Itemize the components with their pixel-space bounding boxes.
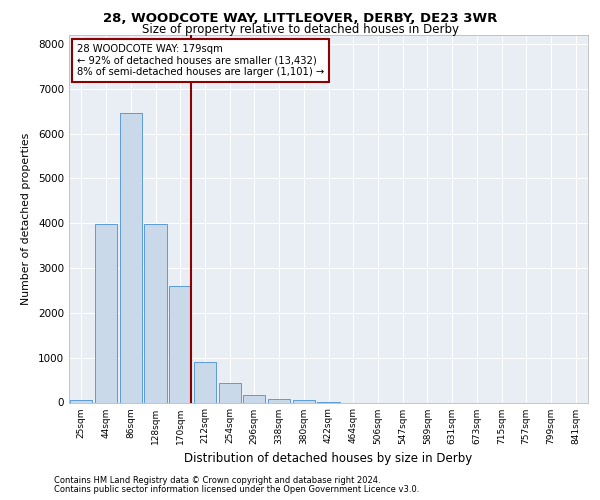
Bar (268, 399, 290, 402)
X-axis label: Distribution of detached houses by size in Derby: Distribution of detached houses by size … (184, 452, 473, 465)
Y-axis label: Number of detached properties: Number of detached properties (21, 132, 31, 305)
Bar (218, 383, 241, 402)
Bar (119, 114, 142, 403)
Text: Size of property relative to detached houses in Derby: Size of property relative to detached ho… (142, 24, 458, 36)
Bar (243, 396, 265, 402)
Bar (95, 224, 117, 402)
Text: Contains HM Land Registry data © Crown copyright and database right 2024.: Contains HM Land Registry data © Crown c… (54, 476, 380, 485)
Text: Contains public sector information licensed under the Open Government Licence v3: Contains public sector information licen… (54, 484, 419, 494)
Text: 28, WOODCOTE WAY, LITTLEOVER, DERBY, DE23 3WR: 28, WOODCOTE WAY, LITTLEOVER, DERBY, DE2… (103, 12, 497, 26)
Bar (70, 400, 92, 402)
Text: 28 WOODCOTE WAY: 179sqm
← 92% of detached houses are smaller (13,432)
8% of semi: 28 WOODCOTE WAY: 179sqm ← 92% of detache… (77, 44, 324, 78)
Bar (169, 286, 191, 403)
Bar (145, 224, 167, 402)
Bar (194, 362, 216, 403)
Bar (293, 400, 315, 402)
